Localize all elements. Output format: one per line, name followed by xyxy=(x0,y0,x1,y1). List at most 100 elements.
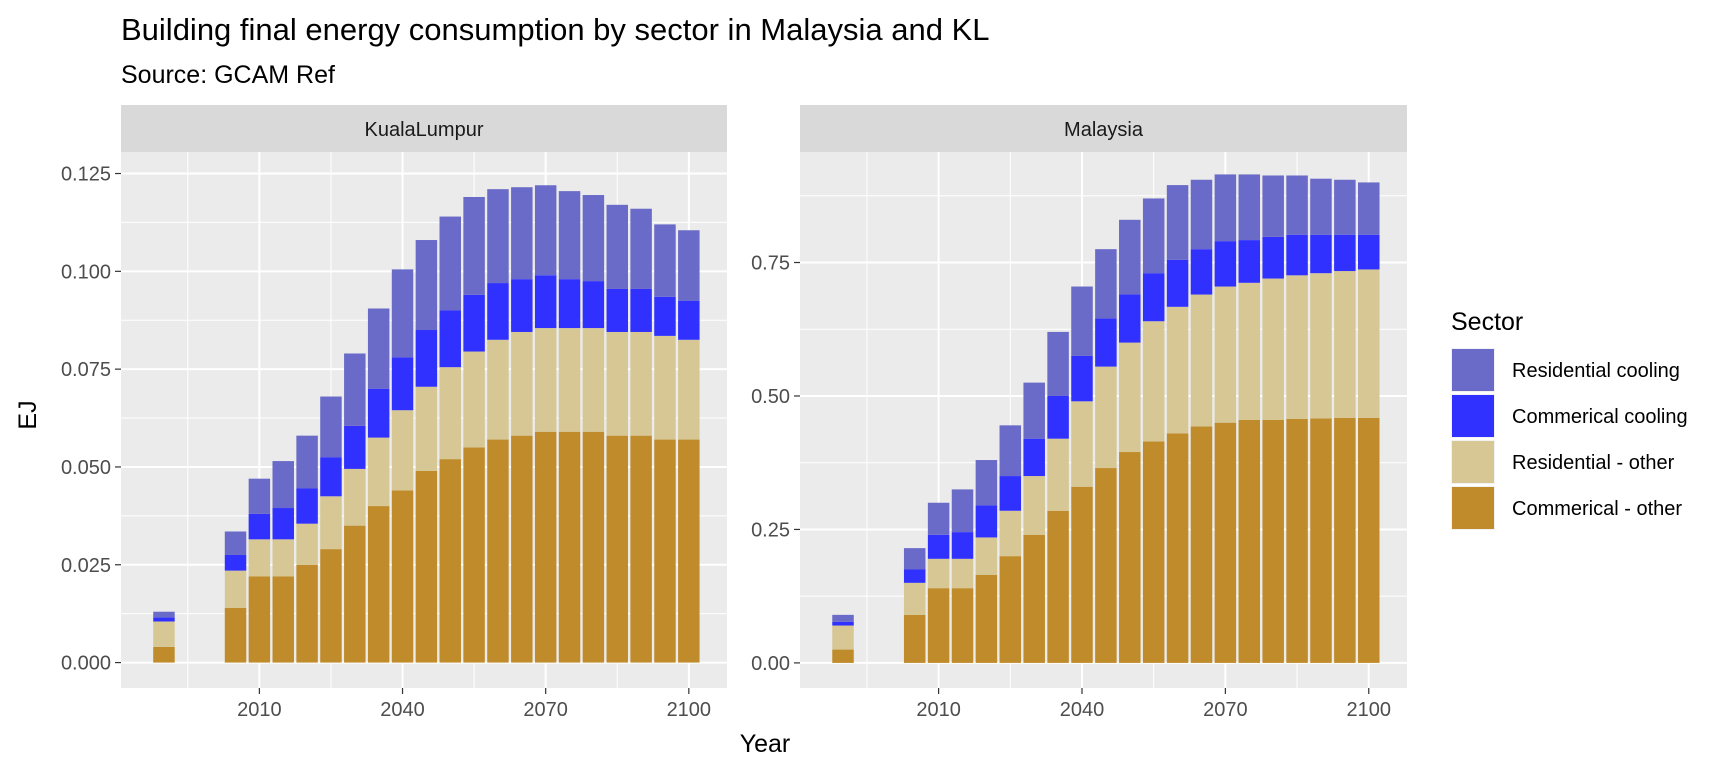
bar-residential-other-2060 xyxy=(487,339,509,440)
legend-label-commerical-cooling: Commerical cooling xyxy=(1512,406,1688,428)
legend-title: Sector xyxy=(1451,308,1523,336)
bar-commerical-cooling-1990 xyxy=(832,621,854,626)
bar-residential-cooling-2025 xyxy=(320,396,342,458)
legend-key-commerical-other xyxy=(1452,487,1494,529)
bar-residential-cooling-2035 xyxy=(1047,331,1069,396)
bar-commerical-cooling-1990 xyxy=(153,617,175,622)
y-tick-label: 0.75 xyxy=(751,253,790,275)
bar-commerical-other-2005 xyxy=(903,614,926,663)
bar-commerical-other-2070 xyxy=(1214,422,1237,663)
y-tick-label: 0.050 xyxy=(61,457,111,479)
bar-residential-other-2040 xyxy=(391,410,414,491)
bar-commerical-other-2005 xyxy=(224,607,247,663)
bar-residential-cooling-2010 xyxy=(927,502,950,535)
bar-commerical-other-2045 xyxy=(415,470,438,663)
bar-residential-other-2100 xyxy=(1358,269,1380,418)
panel-strip xyxy=(121,105,727,152)
bar-residential-other-2050 xyxy=(439,367,461,460)
bar-commerical-cooling-2040 xyxy=(391,357,414,411)
bar-commerical-cooling-2050 xyxy=(1119,294,1141,343)
bar-residential-cooling-2095 xyxy=(654,224,676,297)
bar-residential-cooling-2065 xyxy=(1190,179,1213,250)
bar-commerical-cooling-2100 xyxy=(1358,234,1380,270)
bar-commerical-other-2080 xyxy=(582,431,605,663)
bar-commerical-cooling-2045 xyxy=(415,330,438,387)
bar-residential-cooling-2005 xyxy=(224,531,247,555)
legend-key-residential-cooling xyxy=(1452,349,1494,391)
bar-residential-cooling-2055 xyxy=(1142,198,1165,274)
bar-residential-other-2060 xyxy=(1166,306,1189,434)
bar-residential-other-2085 xyxy=(606,331,628,436)
bar-commerical-other-2040 xyxy=(391,490,414,663)
bar-residential-cooling-2040 xyxy=(391,269,414,358)
bar-commerical-other-2065 xyxy=(1190,426,1213,663)
legend: Sector Residential cooling Commerical coo… xyxy=(1451,308,1688,530)
bar-commerical-other-2090 xyxy=(1310,418,1332,663)
bar-residential-cooling-2045 xyxy=(415,240,438,331)
bar-commerical-other-2095 xyxy=(1334,417,1356,663)
bar-residential-cooling-2085 xyxy=(606,204,628,289)
legend-key-commerical-cooling xyxy=(1452,395,1494,437)
bar-commerical-other-2055 xyxy=(463,447,485,663)
bar-commerical-other-1990 xyxy=(153,646,175,663)
bar-residential-other-2010 xyxy=(927,558,950,589)
bar-residential-cooling-2015 xyxy=(951,489,974,533)
bar-residential-cooling-2020 xyxy=(975,460,998,506)
bar-commerical-other-2055 xyxy=(1142,441,1165,663)
bar-residential-cooling-2090 xyxy=(1310,178,1332,235)
bar-commerical-other-2020 xyxy=(296,564,318,663)
bar-residential-cooling-2075 xyxy=(1238,174,1261,241)
bar-commerical-other-2095 xyxy=(654,439,676,663)
bar-commerical-cooling-2065 xyxy=(511,279,533,332)
bar-residential-cooling-2070 xyxy=(1214,174,1237,242)
bar-residential-cooling-2020 xyxy=(296,435,318,489)
bar-residential-other-2045 xyxy=(415,386,438,471)
bar-residential-other-2025 xyxy=(999,510,1022,557)
bar-residential-other-2055 xyxy=(463,351,485,448)
panel-strip-label: KualaLumpur xyxy=(365,119,484,141)
bar-residential-cooling-2060 xyxy=(1166,185,1189,260)
panel-kualalumpur: KualaLumpur 0.000 0.025 0.050 0.075 0.100 0.12… xyxy=(61,105,727,721)
bar-commerical-cooling-2080 xyxy=(1262,236,1284,279)
bar-residential-cooling-2100 xyxy=(678,230,700,301)
x-tick-label: 2010 xyxy=(916,699,961,721)
bar-residential-cooling-2055 xyxy=(463,196,485,295)
bar-commerical-cooling-2030 xyxy=(344,425,366,469)
bar-commerical-cooling-2095 xyxy=(1334,234,1356,272)
bar-commerical-other-2020 xyxy=(975,574,998,663)
bar-commerical-other-2025 xyxy=(999,556,1022,663)
bar-commerical-other-2085 xyxy=(606,435,628,663)
bar-residential-other-2075 xyxy=(1238,282,1261,420)
bar-commerical-cooling-2040 xyxy=(1071,355,1093,402)
bar-residential-cooling-2030 xyxy=(1023,382,1045,439)
bar-residential-other-1990 xyxy=(832,625,854,650)
bar-residential-other-2030 xyxy=(1023,476,1045,535)
bar-commerical-cooling-2035 xyxy=(367,388,390,438)
y-tick-label: 0.125 xyxy=(61,164,111,186)
bar-commerical-other-2085 xyxy=(1286,418,1308,663)
bar-residential-cooling-2045 xyxy=(1095,249,1117,319)
bar-commerical-cooling-2065 xyxy=(1190,249,1213,295)
bar-commerical-other-2060 xyxy=(487,439,509,663)
bar-commerical-other-2100 xyxy=(678,439,700,663)
bar-residential-cooling-2090 xyxy=(630,208,652,289)
bar-residential-cooling-2015 xyxy=(272,461,294,509)
bar-commerical-other-2030 xyxy=(1023,534,1045,663)
y-tick-label: 0.100 xyxy=(61,261,111,283)
x-tick-label: 2100 xyxy=(667,699,712,721)
bar-commerical-cooling-2005 xyxy=(903,569,926,583)
bar-commerical-cooling-2085 xyxy=(606,288,628,332)
bar-commerical-cooling-2060 xyxy=(1166,259,1189,307)
bar-residential-other-2040 xyxy=(1071,401,1093,487)
bar-residential-cooling-2065 xyxy=(511,187,533,280)
bar-residential-cooling-2060 xyxy=(487,189,509,284)
y-tick-label: 0.00 xyxy=(751,653,790,675)
bar-commerical-other-2060 xyxy=(1166,433,1189,663)
bar-commerical-other-2065 xyxy=(511,435,533,663)
bar-residential-cooling-2080 xyxy=(582,195,605,282)
bar-commerical-other-2070 xyxy=(534,431,557,663)
bar-residential-other-2045 xyxy=(1095,366,1117,469)
bar-residential-cooling-2080 xyxy=(1262,175,1284,237)
bar-commerical-cooling-2015 xyxy=(272,508,294,540)
x-tick-label: 2010 xyxy=(237,699,282,721)
